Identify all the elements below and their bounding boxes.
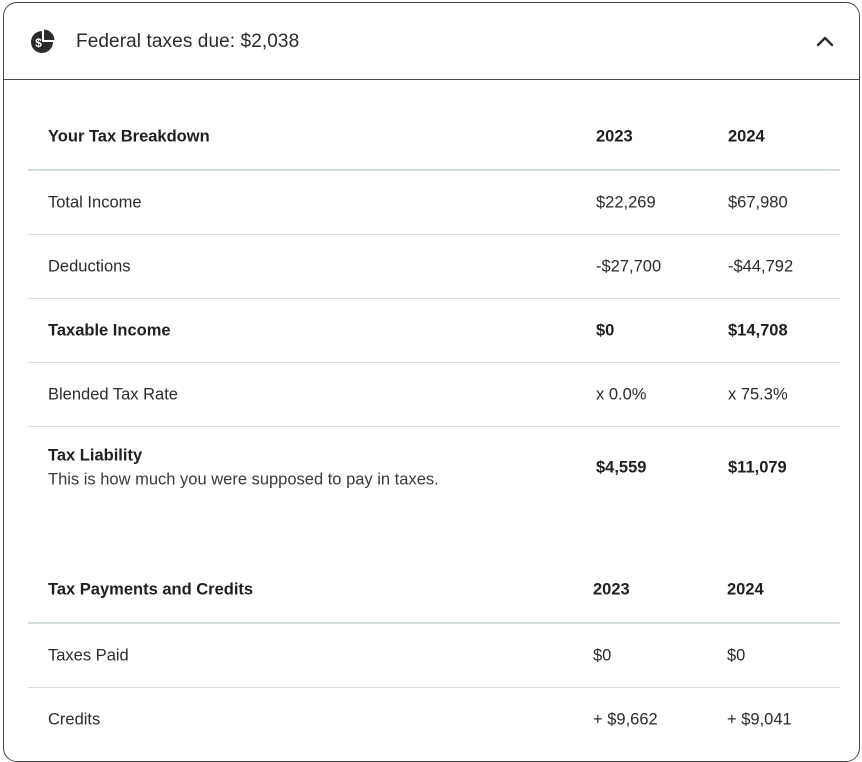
row-value-2024: + $9,041 bbox=[727, 710, 792, 728]
row-label: Credits bbox=[48, 710, 101, 728]
tax-breakdown-table: Your Tax Breakdown 2023 2024 Total Incom… bbox=[28, 105, 840, 517]
row-value-2023: $4,559 bbox=[596, 458, 647, 477]
table-row-taxes-paid: Taxes Paid $0 $0 bbox=[28, 624, 840, 688]
table-row-credits: Credits + $9,662 + $9,041 bbox=[28, 688, 840, 751]
row-value-2023: $22,269 bbox=[596, 193, 656, 211]
row-value-2024: -$44,792 bbox=[728, 257, 794, 275]
svg-text:$: $ bbox=[35, 36, 42, 50]
column-header-2024: 2024 bbox=[728, 127, 765, 146]
column-header-2024: 2024 bbox=[727, 580, 764, 599]
row-value-2023: -$27,700 bbox=[596, 257, 662, 275]
table-row-deductions: Deductions -$27,700 -$44,792 bbox=[28, 235, 840, 299]
column-header-2023: 2023 bbox=[596, 127, 633, 146]
row-label: Total Income bbox=[48, 193, 142, 211]
table-row-tax-liability: Tax Liability This is how much you were … bbox=[28, 427, 840, 517]
table-row-total-income: Total Income $22,269 $67,980 bbox=[28, 171, 840, 235]
row-value-2023: $0 bbox=[593, 646, 612, 664]
row-label: Blended Tax Rate bbox=[48, 385, 178, 403]
breakdown-heading: Your Tax Breakdown bbox=[48, 127, 210, 146]
column-header-2023: 2023 bbox=[593, 580, 630, 599]
row-label: Taxes Paid bbox=[48, 646, 129, 664]
row-value-2024: $11,079 bbox=[728, 458, 787, 477]
header-title: Federal taxes due: $2,038 bbox=[76, 31, 300, 52]
payments-heading: Tax Payments and Credits bbox=[48, 580, 254, 599]
row-label: Tax Liability bbox=[48, 446, 143, 465]
tax-liability-label-block: Tax Liability This is how much you were … bbox=[48, 447, 439, 490]
row-value-2024: x 75.3% bbox=[728, 385, 788, 403]
federal-taxes-card: $ Federal taxes due: $2,038 Your Tax Bre… bbox=[3, 2, 860, 762]
row-value-2024: $14,708 bbox=[728, 321, 788, 339]
row-value-2023: x 0.0% bbox=[596, 385, 647, 403]
row-value-2023: $0 bbox=[596, 321, 615, 339]
pie-chart-dollar-icon: $ bbox=[29, 29, 55, 55]
row-value-2024: $67,980 bbox=[728, 193, 788, 211]
row-value-2023: + $9,662 bbox=[593, 710, 658, 728]
table-header-row: Your Tax Breakdown 2023 2024 bbox=[28, 105, 840, 171]
row-value-2024: $0 bbox=[727, 646, 746, 664]
table-header-row: Tax Payments and Credits 2023 2024 bbox=[28, 558, 840, 624]
table-row-taxable-income: Taxable Income $0 $14,708 bbox=[28, 299, 840, 363]
federal-taxes-header-toggle[interactable]: $ Federal taxes due: $2,038 bbox=[4, 3, 859, 80]
row-description: This is how much you were supposed to pa… bbox=[48, 470, 439, 489]
chevron-up-icon[interactable] bbox=[815, 33, 835, 49]
row-label: Taxable Income bbox=[48, 321, 171, 339]
row-label: Deductions bbox=[48, 257, 131, 275]
tax-payments-credits-table: Tax Payments and Credits 2023 2024 Taxes… bbox=[28, 558, 840, 751]
table-row-blended-tax-rate: Blended Tax Rate x 0.0% x 75.3% bbox=[28, 363, 840, 427]
